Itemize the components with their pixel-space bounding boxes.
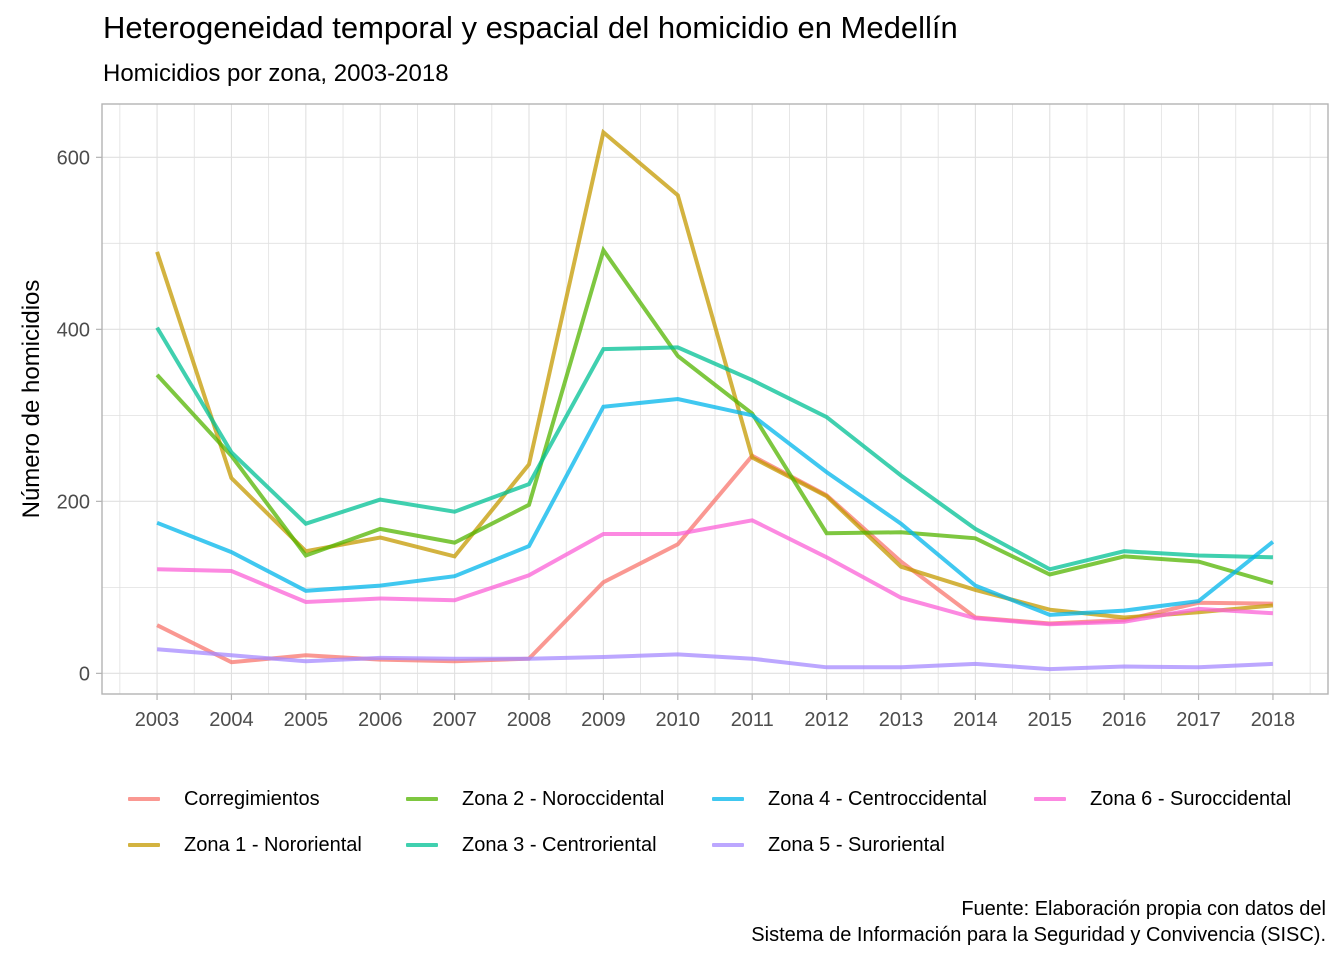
series-line-4 xyxy=(156,396,1275,617)
x-tick-label: 2013 xyxy=(879,709,924,731)
grid-lines xyxy=(102,104,1328,694)
series-lines xyxy=(155,128,1275,672)
legend-item: Zona 2 - Noroccidental xyxy=(406,783,664,815)
x-tick-label: 2007 xyxy=(432,709,477,731)
series-line-2 xyxy=(155,245,1274,586)
caption-line-1: Fuente: Elaboración propia con datos del xyxy=(961,898,1326,920)
y-tick-labels: 0 200 400 600 xyxy=(57,147,90,685)
y-tick-label: 600 xyxy=(57,147,90,169)
y-tick-label: 200 xyxy=(57,491,90,513)
x-tick-label: 2012 xyxy=(804,709,849,731)
legend-key xyxy=(712,843,744,847)
x-tick-label: 2008 xyxy=(507,709,552,731)
legend-key xyxy=(406,797,438,801)
legend-key xyxy=(712,797,744,801)
x-tick-label: 2006 xyxy=(358,709,403,731)
x-tick-label: 2003 xyxy=(135,709,180,731)
y-tick-label: 400 xyxy=(57,319,90,341)
legend-item: Zona 6 - Suroccidental xyxy=(1034,783,1291,815)
legend-key xyxy=(1034,797,1066,801)
x-tick-label: 2009 xyxy=(581,709,626,731)
chart-title: Heterogeneidad temporal y espacial del h… xyxy=(103,10,958,45)
y-tick-label: 0 xyxy=(79,663,90,685)
legend-label: Zona 5 - Suroriental xyxy=(768,833,945,856)
legend-label: Zona 3 - Centroriental xyxy=(462,833,657,856)
legend-item: Zona 1 - Nororiental xyxy=(128,829,362,861)
axis-ticks xyxy=(96,156,1274,700)
legend: Corregimientos Zona 1 - Nororiental Zona 2… xyxy=(128,783,1328,863)
legend-label: Zona 6 - Suroccidental xyxy=(1090,787,1292,810)
legend-key xyxy=(406,843,438,847)
x-tick-labels: 2003 2004 2005 2006 2007 2008 2009 2010 2011 2012… xyxy=(135,709,1295,731)
legend-item: Corregimientos xyxy=(128,783,320,815)
legend-item: Zona 3 - Centroriental xyxy=(406,829,657,861)
x-tick-label: 2018 xyxy=(1251,709,1296,731)
x-tick-label: 2010 xyxy=(656,709,701,731)
y-axis-label: Número de homicidios xyxy=(18,280,45,519)
legend-key xyxy=(128,797,160,801)
legend-item: Zona 4 - Centroccidental xyxy=(712,783,987,815)
x-tick-label: 2005 xyxy=(284,709,329,731)
x-tick-label: 2015 xyxy=(1028,709,1073,731)
x-tick-label: 2017 xyxy=(1176,709,1221,731)
legend-label: Corregimientos xyxy=(184,787,320,810)
legend-item: Zona 5 - Suroriental xyxy=(712,829,945,861)
series-line-6 xyxy=(157,518,1274,627)
chart-caption: Fuente: Elaboración propia con datos del… xyxy=(751,896,1326,948)
series-line-5 xyxy=(156,647,1273,672)
panel-border xyxy=(101,103,1329,695)
legend-label: Zona 1 - Nororiental xyxy=(184,833,362,856)
legend-label: Zona 2 - Noroccidental xyxy=(462,787,665,810)
series-line-3 xyxy=(155,326,1273,572)
x-tick-label: 2014 xyxy=(953,709,998,731)
x-tick-label: 2016 xyxy=(1102,709,1147,731)
legend-key xyxy=(128,843,160,847)
x-tick-label: 2004 xyxy=(209,709,254,731)
chart-subtitle: Homicidios por zona, 2003-2018 xyxy=(103,60,449,87)
legend-label: Zona 4 - Centroccidental xyxy=(768,787,988,810)
x-tick-label: 2011 xyxy=(731,709,774,731)
caption-line-2: Sistema de Información para la Seguridad… xyxy=(751,924,1326,946)
